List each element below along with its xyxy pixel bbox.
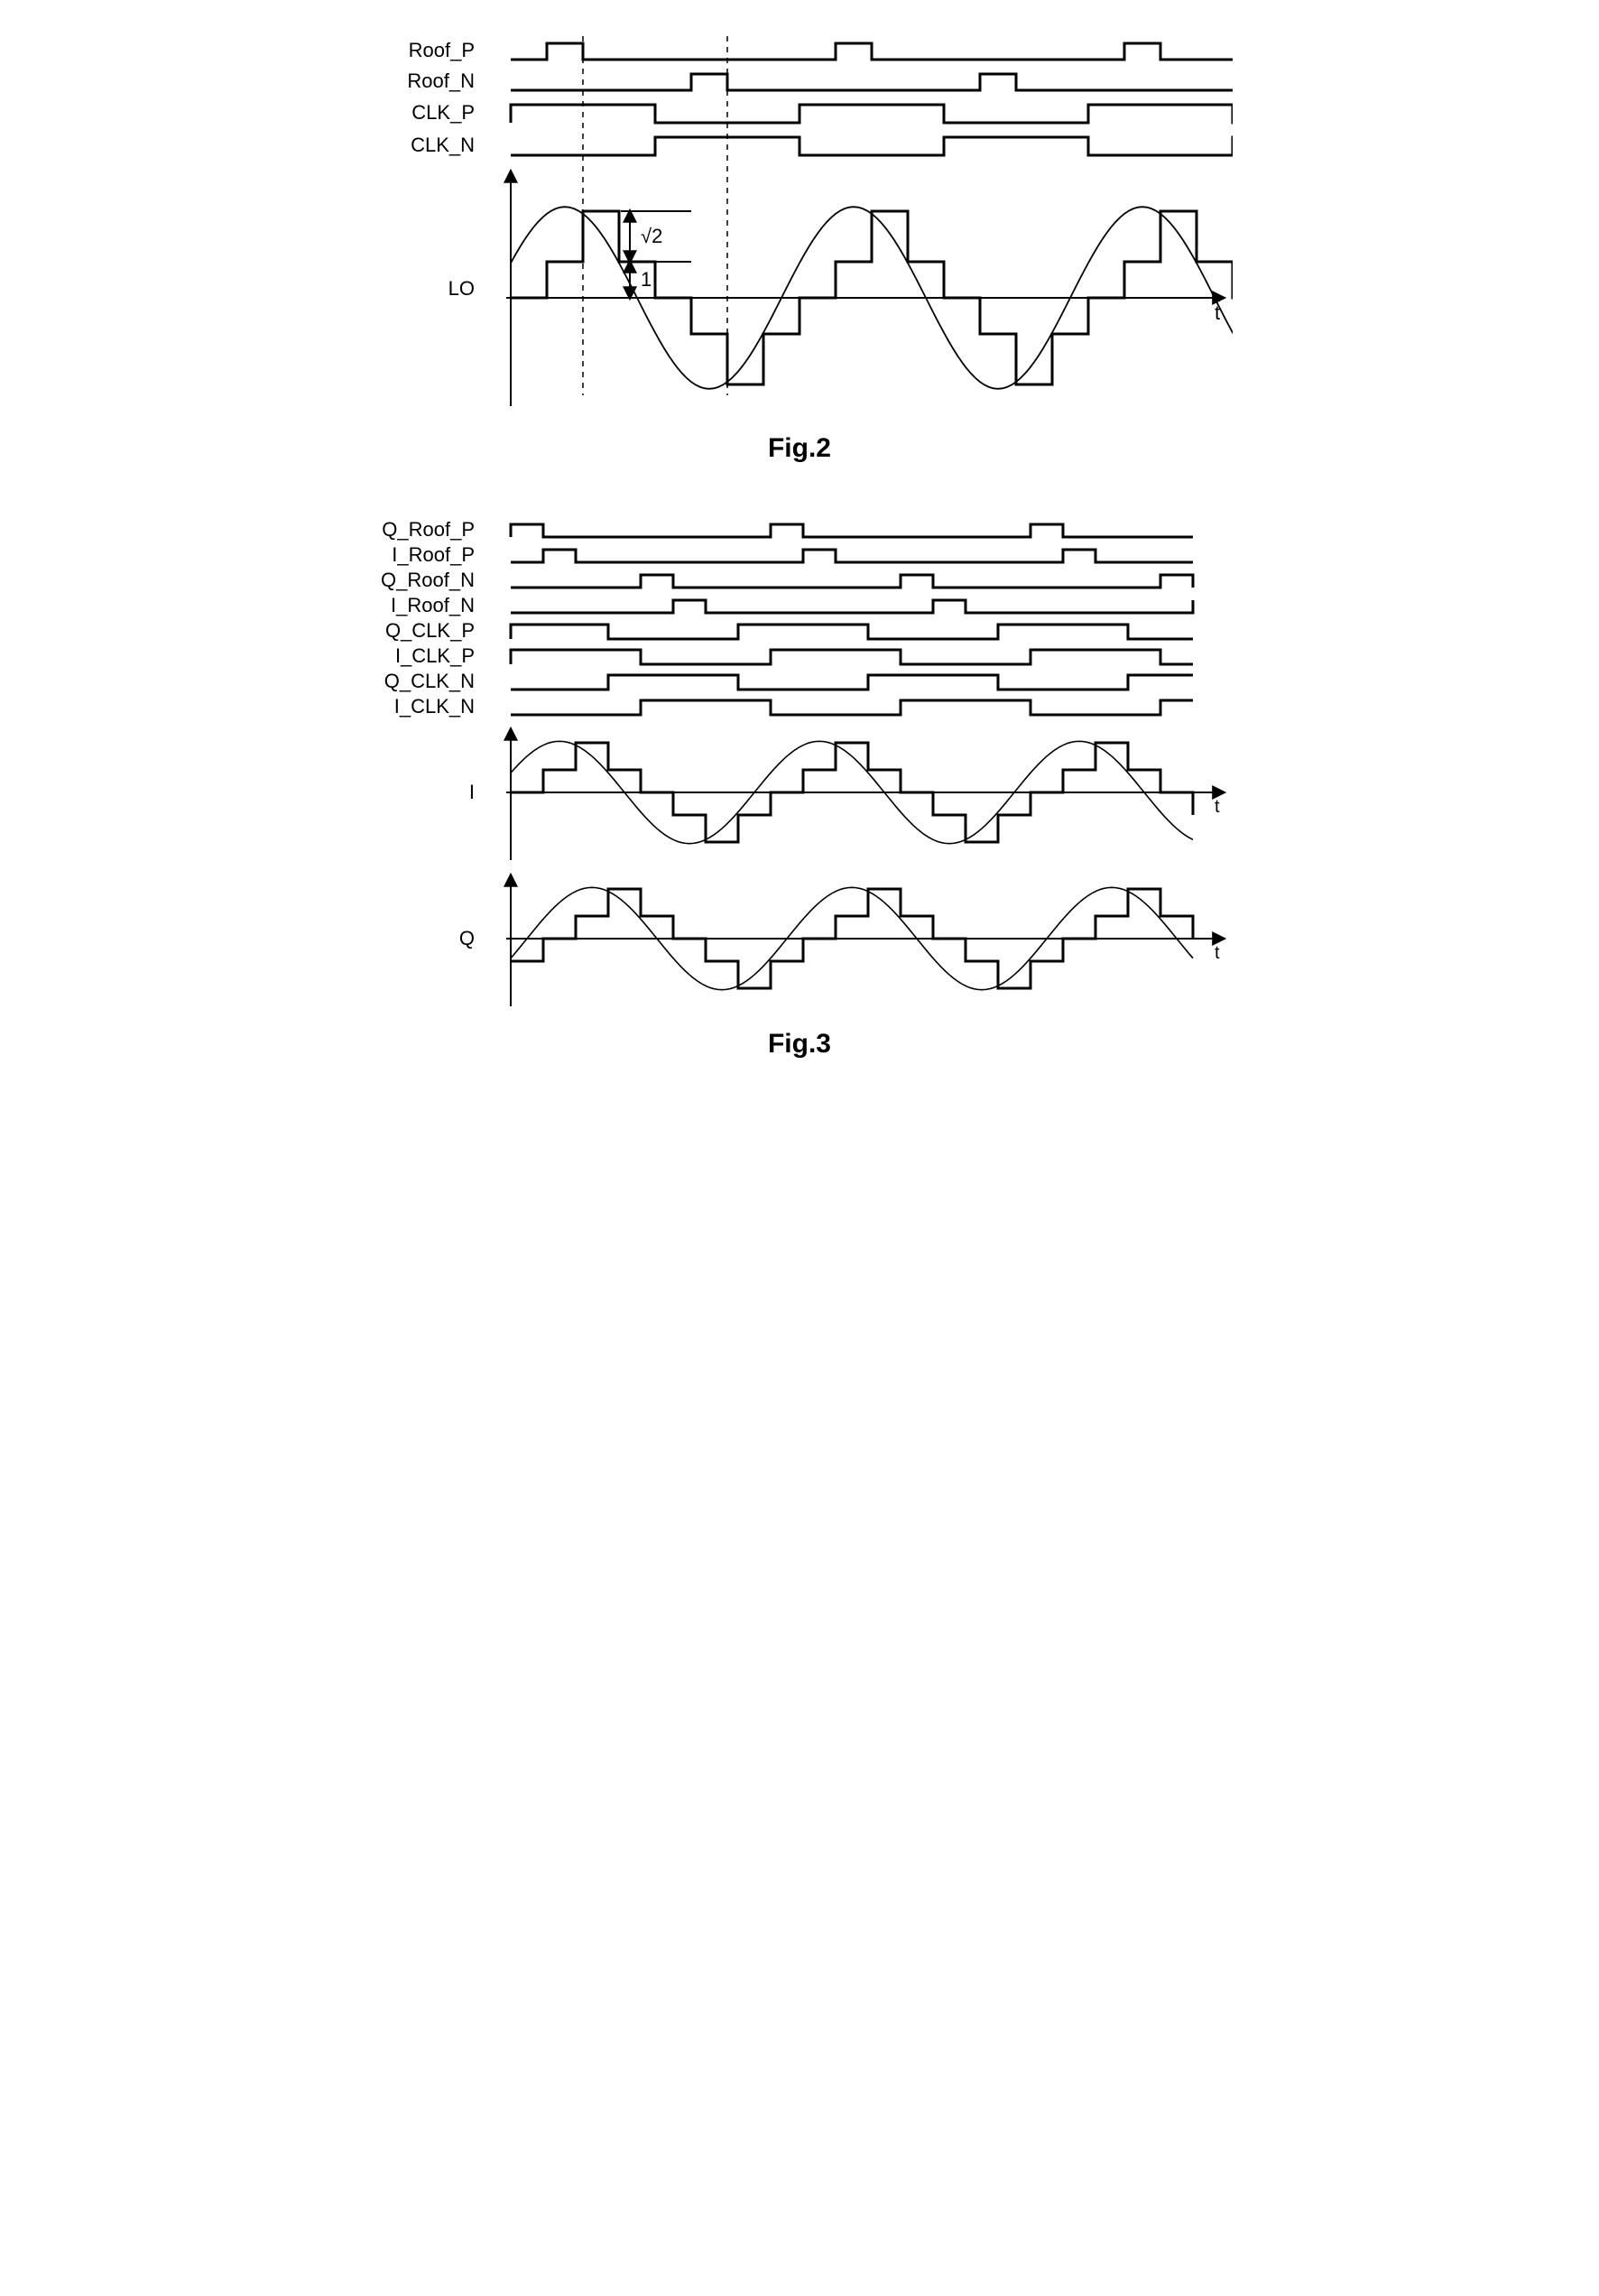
signal-row-I_Roof_N: I_Roof_N <box>348 594 1251 617</box>
signal-row-I_CLK_P: I_CLK_P <box>348 644 1251 668</box>
svg-text:√2: √2 <box>641 225 662 247</box>
signal-row-I_CLK_N: I_CLK_N <box>348 695 1251 718</box>
figure-3: Q_Roof_PI_Roof_PQ_Roof_NI_Roof_NQ_CLK_PI… <box>348 518 1251 1060</box>
signal-trace <box>493 595 1233 616</box>
signal-label: Q_Roof_P <box>348 518 493 542</box>
signal-row-I_Roof_P: I_Roof_P <box>348 543 1251 567</box>
signal-label: Q_CLK_N <box>348 670 493 693</box>
fig3-q-chart: t <box>493 866 1233 1011</box>
signal-trace <box>493 97 1233 128</box>
signal-label: I_Roof_P <box>348 543 493 567</box>
fig2-lo-chart: t√21 <box>493 162 1233 415</box>
signal-row-Q_Roof_N: Q_Roof_N <box>348 569 1251 592</box>
signal-trace <box>493 67 1233 96</box>
fig3-caption: Fig.3 <box>348 1029 1251 1060</box>
signal-label: Q_Roof_N <box>348 569 493 592</box>
signal-label: CLK_P <box>348 101 493 125</box>
signal-label: CLK_N <box>348 134 493 157</box>
fig3-signal-block: Q_Roof_PI_Roof_PQ_Roof_NI_Roof_NQ_CLK_PI… <box>348 518 1251 718</box>
signal-trace <box>493 619 1233 643</box>
signal-trace <box>493 130 1233 161</box>
signal-label: I_CLK_N <box>348 695 493 718</box>
i-label: I <box>348 781 493 804</box>
signal-row-Q_CLK_N: Q_CLK_N <box>348 670 1251 693</box>
svg-text:1: 1 <box>641 268 652 291</box>
signal-trace <box>493 644 1233 668</box>
fig3-i-chart: t <box>493 720 1233 865</box>
signal-label: I_CLK_P <box>348 644 493 668</box>
signal-row-Roof_N: Roof_N <box>348 67 1251 96</box>
signal-label: I_Roof_N <box>348 594 493 617</box>
signal-trace <box>493 544 1233 566</box>
signal-trace <box>493 670 1233 693</box>
svg-text:t: t <box>1215 797 1220 817</box>
signal-label: Roof_P <box>348 39 493 62</box>
signal-row-Q_Roof_P: Q_Roof_P <box>348 518 1251 542</box>
signal-row-CLK_P: CLK_P <box>348 97 1251 128</box>
signal-trace <box>493 569 1233 591</box>
signal-trace <box>493 36 1233 65</box>
signal-label: Q_CLK_P <box>348 619 493 643</box>
signal-row-Q_CLK_P: Q_CLK_P <box>348 619 1251 643</box>
figure-2: Roof_PRoof_NCLK_PCLK_N LO t√21 Fig.2 <box>348 36 1251 464</box>
signal-label: Roof_N <box>348 69 493 93</box>
signal-row-Roof_P: Roof_P <box>348 36 1251 65</box>
signal-row-CLK_N: CLK_N <box>348 130 1251 161</box>
lo-label: LO <box>348 277 493 301</box>
fig3-i-row: I t <box>348 720 1251 865</box>
fig2-caption: Fig.2 <box>348 433 1251 464</box>
signal-trace <box>493 519 1233 541</box>
signal-trace <box>493 695 1233 718</box>
q-label: Q <box>348 927 493 950</box>
fig2-signal-block: Roof_P Roof_N CLK_P CLK_N <box>348 36 1251 161</box>
fig3-q-row: Q t <box>348 866 1251 1011</box>
fig2-lo-row: LO t√21 <box>348 162 1251 415</box>
svg-text:t: t <box>1215 943 1220 963</box>
